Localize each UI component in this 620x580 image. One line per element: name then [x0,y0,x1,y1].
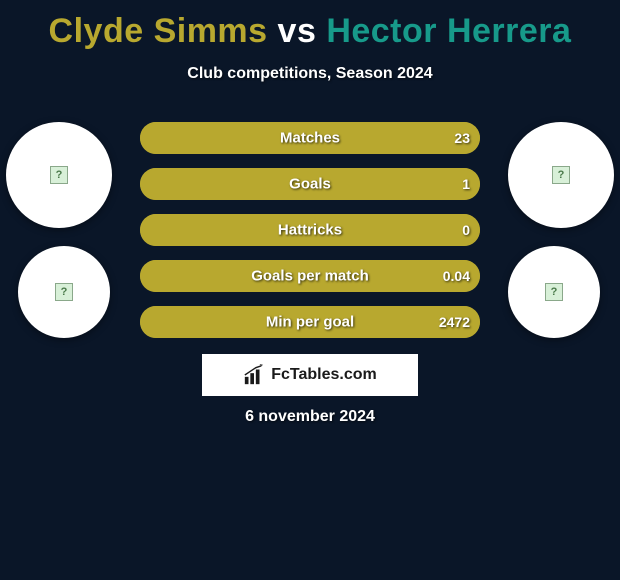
stat-bar-row: Matches 23 [140,122,480,154]
stat-bar-row: Goals per match 0.04 [140,260,480,292]
chart-icon [243,364,265,386]
date-text: 6 november 2024 [0,408,620,426]
broken-image-icon [50,166,68,184]
stat-bar-row: Min per goal 2472 [140,306,480,338]
stat-bar-row: Goals 1 [140,168,480,200]
bar-label: Goals per match [251,268,369,285]
fctables-logo-box: FcTables.com [202,354,418,396]
bar-value-right: 0.04 [443,268,470,284]
player1-avatars [6,122,112,338]
broken-image-icon [55,283,73,301]
player1-club-logo [18,246,110,338]
broken-image-icon [545,283,563,301]
broken-image-icon [552,166,570,184]
bar-value-right: 23 [454,130,470,146]
player2-club-logo [508,246,600,338]
stat-bar-row: Hattricks 0 [140,214,480,246]
bar-value-right: 0 [462,222,470,238]
player1-name: Clyde Simms [49,12,268,50]
fctables-logo-text: FcTables.com [271,366,377,384]
player1-avatar-large [6,122,112,228]
bar-label: Min per goal [266,314,354,331]
bar-label: Goals [289,176,331,193]
bar-label: Hattricks [278,222,342,239]
player2-avatars [508,122,614,338]
player2-name: Hector Herrera [326,12,571,50]
stats-bars: Matches 23 Goals 1 Hattricks 0 Goals per match… [140,122,480,338]
player2-avatar-large [508,122,614,228]
bar-value-right: 1 [462,176,470,192]
comparison-title: Clyde Simms vs Hector Herrera [0,0,620,51]
bar-value-right: 2472 [439,314,470,330]
bar-label: Matches [280,130,340,147]
vs-text: vs [278,12,317,50]
subtitle: Club competitions, Season 2024 [0,65,620,83]
